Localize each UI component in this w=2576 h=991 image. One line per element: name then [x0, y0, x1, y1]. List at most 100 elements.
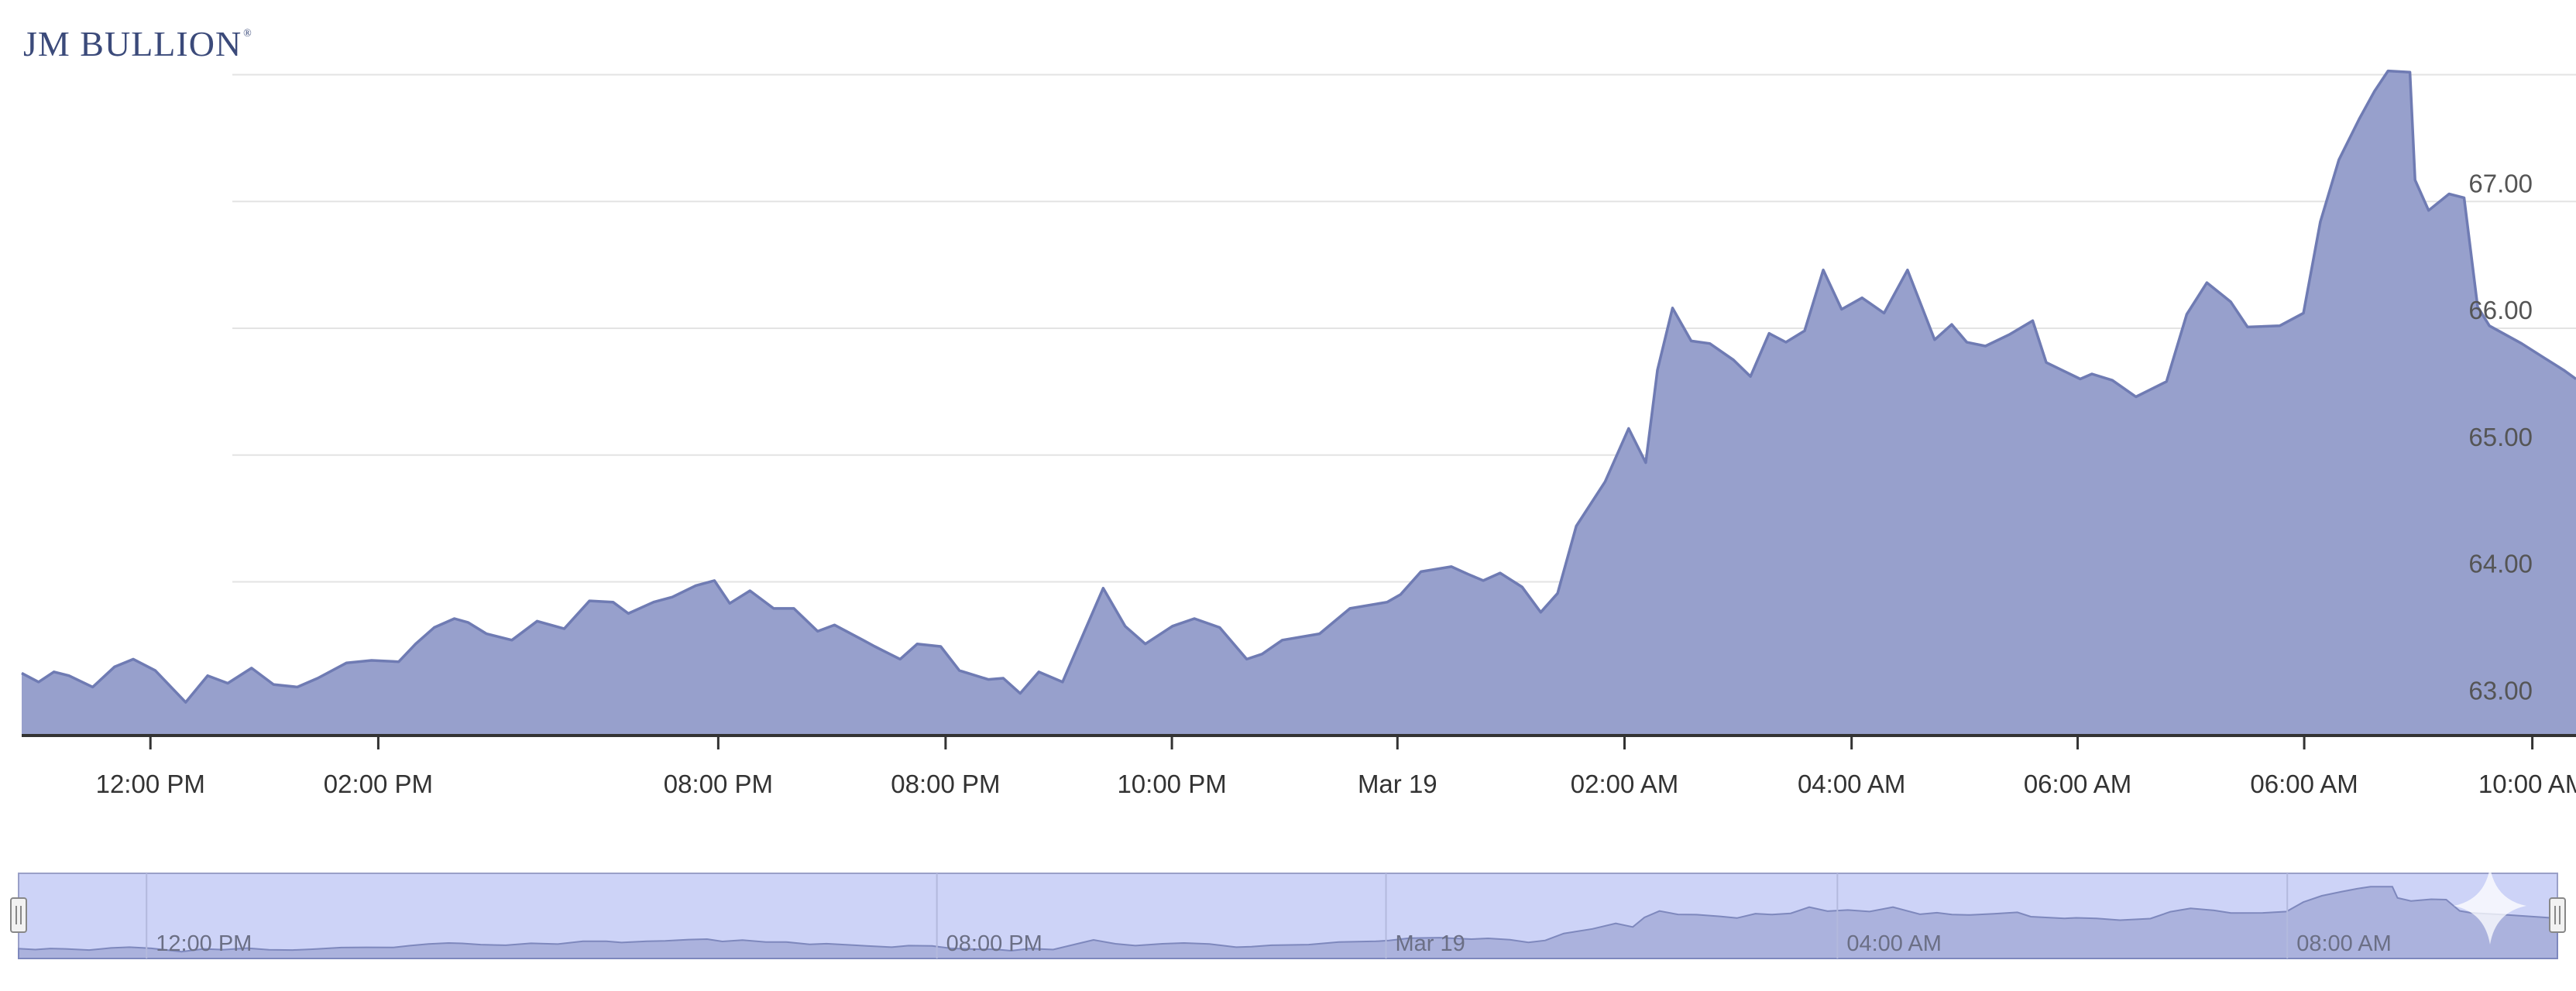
data-point	[2185, 313, 2188, 316]
price-area	[22, 70, 2576, 735]
data-point	[1644, 461, 1647, 465]
logo-registered-mark: ®	[243, 28, 252, 39]
x-tick-label: Mar 19	[1358, 770, 1437, 798]
data-point	[272, 683, 275, 686]
data-point	[1822, 269, 1825, 272]
data-point	[154, 669, 157, 672]
jm-bullion-logo[interactable]: JM BULLION ®	[23, 26, 252, 62]
data-point	[748, 589, 751, 592]
data-point	[1575, 525, 1578, 528]
data-point	[1001, 677, 1005, 680]
data-point	[915, 643, 919, 646]
data-point	[1348, 607, 1352, 610]
data-point	[2562, 369, 2565, 372]
data-point	[1784, 341, 1788, 344]
data-point	[2520, 342, 2523, 345]
data-point	[1467, 573, 1470, 576]
navigator-tick-label: 04:00 AM	[1846, 931, 1942, 956]
data-point	[627, 612, 630, 615]
data-point	[713, 579, 716, 582]
data-point	[1656, 369, 1659, 372]
data-point	[1482, 579, 1485, 582]
data-point	[113, 665, 116, 668]
x-tick-label: 02:00 PM	[324, 770, 433, 798]
data-point	[1193, 617, 1196, 620]
navigator-right-handle[interactable]	[2549, 897, 2566, 933]
data-point	[1803, 329, 1806, 332]
data-point	[1061, 681, 1064, 684]
data-point	[671, 595, 674, 598]
data-point	[898, 657, 902, 660]
data-point	[2008, 333, 2011, 336]
data-point	[2542, 356, 2545, 359]
data-point	[939, 645, 943, 648]
data-point	[206, 674, 209, 677]
data-point	[2358, 118, 2361, 121]
data-point	[612, 601, 615, 604]
data-point	[345, 661, 348, 664]
data-point	[91, 685, 94, 688]
data-point	[874, 645, 877, 648]
x-tick-label: 08:00 PM	[891, 770, 1000, 798]
y-tick-label: 64.00	[2468, 550, 2533, 578]
data-point	[1281, 639, 1284, 642]
data-point	[1556, 592, 1559, 595]
navigator-left-handle[interactable]	[10, 897, 27, 933]
data-point	[1690, 339, 1693, 342]
data-point	[485, 633, 488, 636]
data-point	[1318, 633, 1321, 636]
data-point	[316, 677, 319, 680]
data-point	[2246, 325, 2249, 328]
data-point	[414, 643, 417, 646]
data-point	[184, 701, 187, 704]
data-point	[1749, 375, 1752, 378]
data-point	[433, 626, 436, 629]
data-point	[1709, 342, 1712, 345]
data-point	[1261, 653, 1264, 656]
data-point	[1018, 692, 1022, 695]
data-point	[1386, 601, 1389, 604]
data-point	[1603, 480, 1606, 483]
data-point	[1965, 341, 1968, 344]
data-point	[861, 639, 864, 642]
data-point	[510, 639, 513, 642]
data-point	[397, 660, 400, 664]
data-point	[1950, 323, 1953, 326]
data-point	[2373, 90, 2376, 93]
data-point	[563, 627, 566, 630]
navigator-tick-label: 12:00 PM	[156, 931, 252, 956]
x-tick-label: 08:00 PM	[664, 770, 773, 798]
data-point	[816, 629, 819, 633]
data-point	[2337, 158, 2341, 161]
logo-text: JM BULLION	[23, 24, 242, 63]
data-point	[2090, 372, 2093, 375]
data-point	[2427, 209, 2430, 212]
data-point	[536, 619, 539, 622]
data-point	[1883, 311, 1886, 314]
data-point	[1245, 657, 1249, 660]
data-point	[2079, 378, 2082, 381]
data-point	[1671, 307, 1674, 310]
data-point	[1539, 611, 1542, 614]
data-point	[2447, 193, 2451, 196]
data-point	[250, 667, 253, 670]
x-tick-label: 10:00 PM	[1117, 770, 1226, 798]
x-tick-label: 06:00 AM	[2250, 770, 2358, 798]
navigator[interactable]: 12:00 PM 08:00 PM Mar 19 04:00 AM 08:00 AM	[10, 867, 2566, 959]
x-tick-label: 10:00 AM	[2478, 770, 2576, 798]
data-point	[1499, 571, 1502, 574]
data-point	[588, 599, 591, 602]
data-point	[792, 607, 795, 610]
navigator-tick-label: 08:00 PM	[946, 931, 1042, 956]
data-point	[2111, 379, 2114, 382]
x-axis: 12:00 PM 02:00 PM 08:00 PM 08:00 PM 10:00 PM…	[22, 734, 2576, 798]
data-point	[2302, 311, 2305, 314]
data-point	[958, 669, 961, 672]
data-point	[2409, 70, 2412, 74]
data-point	[2045, 361, 2048, 364]
data-point	[226, 682, 229, 685]
data-point	[1984, 345, 1987, 348]
data-point	[1450, 565, 1453, 568]
data-point	[1101, 587, 1104, 590]
